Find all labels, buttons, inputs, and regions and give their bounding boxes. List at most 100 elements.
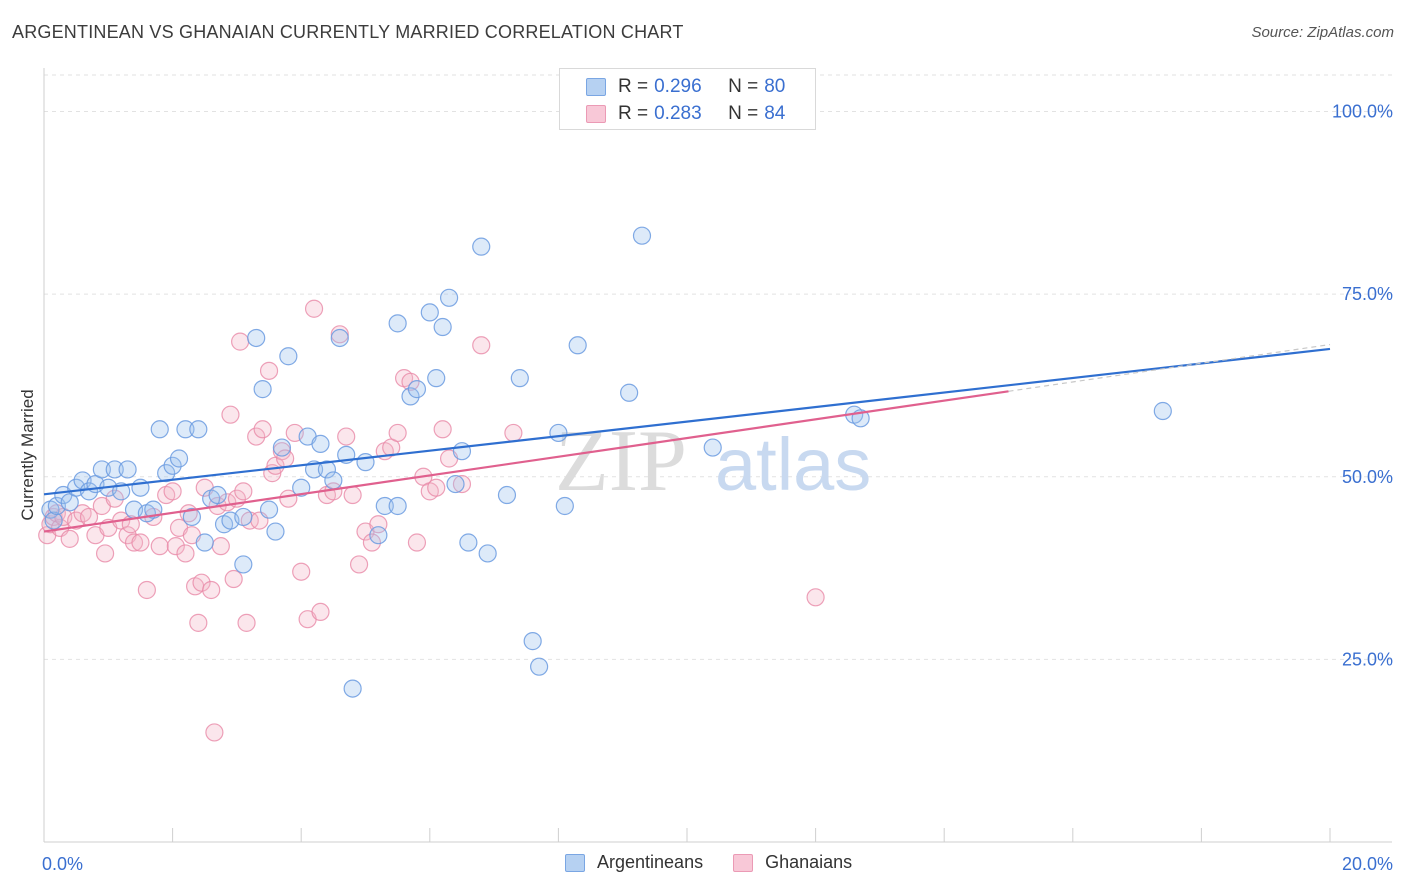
ghanaian-point [163, 482, 182, 501]
legend-r-value: 0.296 [654, 76, 702, 97]
ghanaian-point [472, 336, 491, 355]
argentinean-point [169, 449, 189, 468]
ghanaian-point [388, 423, 407, 443]
argentinean-point [92, 460, 111, 479]
argentinean-point [388, 314, 407, 333]
legend-n-value: 84 [764, 103, 786, 124]
ghanaian-point [311, 602, 330, 622]
ghanaian-point [343, 485, 362, 505]
argentinean-point [253, 380, 272, 399]
ghanaian-point [452, 474, 472, 494]
argentinean-point [150, 420, 169, 439]
argentinean-point [266, 522, 285, 541]
ghanaian-point [433, 420, 452, 439]
series-legend-argentineans: Argentineans [565, 852, 703, 873]
x-tick-label: 20.0% [1342, 854, 1393, 874]
chart-title: ARGENTINEAN VS GHANAIAN CURRENTLY MARRIE… [12, 22, 684, 42]
series-swatch-blue [565, 853, 585, 872]
ghanaian-point [234, 482, 253, 501]
argentinean-point [407, 380, 427, 399]
argentinean-point [427, 369, 446, 388]
legend-row-ghanaians: R = 0.283 N = 84 [586, 102, 785, 126]
stats-legend: R = 0.296 N = 80 R = 0.283 N = 84 [559, 68, 816, 130]
argentinean-point [632, 226, 652, 245]
x-tick-label: 0.0% [42, 854, 83, 874]
argentinean-point [118, 460, 137, 479]
ghanaian-point [202, 580, 221, 600]
y-tick-label: 25.0% [1342, 649, 1393, 669]
argentinean-point [157, 464, 176, 483]
ghanaian-point [131, 533, 150, 552]
ghanaian-point [247, 427, 266, 446]
ghanaian-point [253, 420, 272, 439]
argentinean-point [446, 474, 465, 494]
argentinean-point [530, 657, 549, 676]
argentinean-point [317, 460, 337, 479]
legend-n-value: 80 [764, 76, 786, 97]
watermark-zip: ZIP [555, 413, 687, 510]
argentinean-point [452, 442, 472, 461]
argentinean-point [459, 533, 478, 552]
argentinean-point [549, 423, 568, 443]
ghanaian-point [105, 489, 124, 508]
y-tick-label: 75.0% [1342, 284, 1393, 304]
ghanaian-point [124, 533, 144, 552]
legend-swatch-pink [586, 105, 606, 123]
argentinean-trend-line [43, 347, 1331, 496]
ghanaian-point [231, 332, 250, 351]
ghanaian-point [60, 529, 79, 548]
argentinean-point [234, 507, 253, 527]
ghanaian-point [427, 478, 446, 497]
argentinean-point [510, 369, 529, 388]
argentinean-point [1153, 401, 1172, 421]
source-label: Source: ZipAtlas.com [1251, 24, 1394, 41]
argentinean-point [324, 471, 343, 490]
argentinean-points [41, 226, 1172, 698]
legend-n-label: N = [728, 76, 759, 97]
ghanaian-point [221, 405, 240, 424]
argentinean-point [182, 507, 201, 527]
legend-n-label: N = [728, 103, 759, 124]
argentinean-point [523, 632, 542, 651]
ghanaian-point [189, 613, 208, 632]
argentinean-point [439, 288, 459, 307]
axes [43, 68, 1392, 843]
argentinean-point [401, 387, 420, 406]
argentinean-point [555, 496, 574, 516]
argentinean-point [568, 336, 587, 355]
ghanaian-points [38, 299, 825, 742]
series-label: Argentineans [597, 852, 704, 872]
series-label: Ghanaians [765, 852, 853, 872]
argentinean-point [144, 500, 163, 519]
argentinean-point [195, 533, 214, 552]
ghanaian-point [150, 537, 169, 556]
ghanaian-point [304, 299, 324, 318]
ghanaian-point [504, 423, 523, 443]
argentinean-point [433, 317, 452, 337]
argentinean-point [292, 478, 311, 497]
argentinean-point [343, 679, 362, 698]
argentinean-point [388, 496, 407, 516]
argentinean-point [375, 496, 394, 516]
ghanaian-point [407, 533, 427, 552]
argentinean-point [163, 456, 182, 475]
argentinean-point [259, 500, 279, 519]
ghanaian-trend-extension [1008, 343, 1331, 392]
argentinean-point [420, 303, 439, 322]
ghanaian-trend-line [43, 390, 1009, 533]
argentinean-point [620, 383, 639, 402]
ghanaian-point [292, 562, 311, 581]
argentinean-point [330, 328, 349, 348]
argentinean-point [79, 482, 99, 501]
argentinean-point [478, 544, 497, 563]
ghanaian-point [259, 361, 279, 380]
argentinean-point [311, 434, 330, 453]
ghanaian-point [166, 537, 185, 556]
ghanaian-point [211, 537, 230, 556]
argentinean-point [472, 237, 491, 256]
watermark-atlas: atlas [715, 423, 871, 506]
series-legend: Argentineans Ghanaians [565, 852, 882, 873]
tick-labels: 25.0% 50.0% 75.0% 100.0% 0.0% 20.0% [42, 102, 1393, 874]
argentinean-point [176, 420, 195, 439]
